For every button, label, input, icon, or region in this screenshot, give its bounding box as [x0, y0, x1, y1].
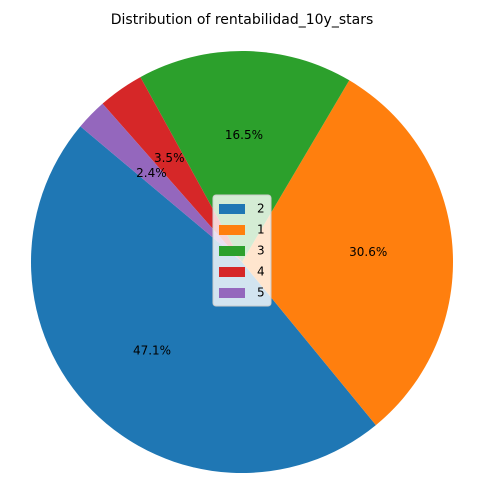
legend-label-4: 4	[257, 265, 265, 279]
legend-label-3: 3	[257, 244, 265, 258]
legend-swatch-4	[219, 267, 245, 277]
legend-label-1: 1	[257, 223, 265, 237]
pie-percent-labels: 47.1% 30.6% 16.5% 3.5%2.4%	[133, 128, 387, 358]
chart-title: Distribution of rentabilidad_10y_stars	[111, 12, 374, 28]
pie-slice-2	[30, 126, 376, 474]
pie-percent-label-4: 3.5%	[154, 151, 185, 165]
legend-swatch-3	[219, 246, 245, 256]
legend-swatch-2	[219, 204, 245, 214]
legend-swatch-1	[219, 225, 245, 235]
pie-slice-3	[140, 51, 350, 262]
pie-slice-1	[242, 80, 453, 426]
pie-percent-label-5: 2.4%	[136, 166, 167, 180]
pie-percent-label-3: 16.5%	[225, 128, 263, 142]
pie-slices	[30, 51, 453, 474]
pie-slice-4	[102, 77, 243, 262]
legend: 2 1 3 4 5	[212, 194, 272, 307]
pie-percent-label-1: 30.6%	[349, 245, 387, 259]
legend-label-2: 2	[257, 202, 265, 216]
pie-percent-label-2: 47.1%	[133, 344, 171, 358]
legend-swatch-5	[219, 288, 245, 298]
legend-label-5: 5	[257, 286, 265, 300]
legend-items: 2 1 3 4 5	[219, 202, 265, 300]
pie-slice-5	[80, 103, 242, 262]
